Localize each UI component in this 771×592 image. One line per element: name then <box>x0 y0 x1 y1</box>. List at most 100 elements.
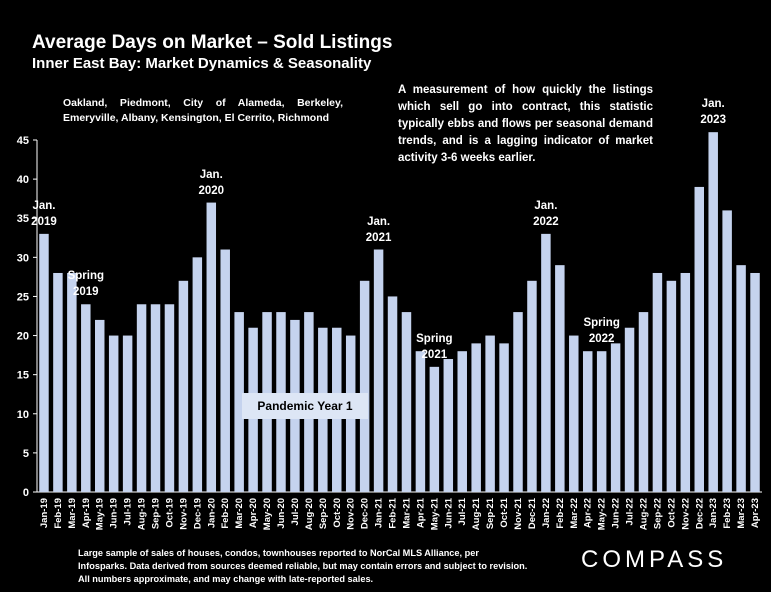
bar <box>471 343 481 492</box>
x-tick-label: Jan-22 <box>541 498 552 528</box>
x-tick-label: May-19 <box>95 498 106 530</box>
bar <box>443 359 454 492</box>
x-tick-label: Apr-22 <box>583 498 594 528</box>
x-tick-label: Dec-21 <box>527 497 538 529</box>
x-tick-label: Oct-20 <box>332 498 343 528</box>
bar <box>122 335 133 492</box>
bar <box>736 265 746 492</box>
x-tick-label: Apr-23 <box>750 498 761 528</box>
x-tick-label: May-20 <box>262 498 273 530</box>
description-note: A measurement of how quickly the listing… <box>398 84 653 164</box>
x-tick-label: Sep-19 <box>151 498 162 529</box>
y-tick-label: 5 <box>23 448 29 460</box>
x-tick-label: Sep-20 <box>318 498 329 529</box>
footnote: Large sample of sales of houses, condos,… <box>78 548 528 584</box>
bar <box>429 366 440 492</box>
x-tick-label: Sep-22 <box>652 498 663 529</box>
x-tick-label: Aug-22 <box>638 498 649 530</box>
x-tick-label: Jan-23 <box>708 498 719 528</box>
bar <box>624 327 635 492</box>
x-tick-label: Jun-20 <box>276 498 287 529</box>
bar <box>234 312 244 492</box>
x-tick-label: Apr-21 <box>415 497 426 528</box>
y-tick-label: 0 <box>23 487 29 499</box>
chart-title: Average Days on Market – Sold Listings <box>32 32 393 53</box>
event-annotation: Spring 2021 <box>416 332 453 361</box>
y-tick-label: 10 <box>17 409 29 421</box>
bar <box>220 249 230 492</box>
x-tick-label: Oct-22 <box>666 498 677 528</box>
x-tick-label: Mar-20 <box>234 498 245 529</box>
x-tick-label: Feb-19 <box>53 498 64 529</box>
bar <box>206 202 217 493</box>
bar <box>638 312 649 492</box>
x-tick-label: Dec-19 <box>192 498 203 529</box>
x-tick-label: Dec-22 <box>694 498 705 529</box>
x-tick-label: Dec-20 <box>360 498 371 529</box>
bar <box>67 272 77 492</box>
x-tick-label: May-21 <box>429 497 440 530</box>
bar <box>95 319 105 492</box>
bar <box>499 343 509 492</box>
bar <box>387 296 398 492</box>
event-annotation: Jan. 2021 <box>365 215 392 244</box>
event-annotation: Jan. 2019 <box>31 199 57 228</box>
event-annotation: Spring 2022 <box>583 317 620 346</box>
bar <box>457 351 467 492</box>
x-tick-label: Jan-20 <box>206 498 217 528</box>
bar <box>596 351 607 492</box>
bar <box>582 351 593 492</box>
x-tick-label: Jan-21 <box>374 497 385 528</box>
bar <box>53 272 63 492</box>
bar <box>415 351 426 492</box>
x-tick-label: Feb-20 <box>220 498 231 529</box>
bar <box>541 233 551 492</box>
region-note: Oakland, Piedmont, City of Alameda, Berk… <box>63 97 343 124</box>
x-tick-label: Mar-22 <box>569 498 580 529</box>
event-annotation: Jan. 2022 <box>533 199 559 228</box>
bar <box>136 304 147 492</box>
bar <box>150 304 161 492</box>
x-tick-label: Aug-19 <box>137 498 148 530</box>
x-tick-label: Mar-23 <box>736 498 747 529</box>
bar <box>373 249 384 492</box>
x-tick-label: Aug-21 <box>471 497 482 530</box>
bar <box>610 343 621 492</box>
event-annotation: Jan. 2020 <box>198 168 225 197</box>
x-tick-label: Nov-21 <box>513 497 524 529</box>
pandemic-callout: Pandemic Year 1 <box>242 393 368 419</box>
x-tick-label: Oct-19 <box>164 498 175 528</box>
y-tick-label: 35 <box>17 213 29 225</box>
x-tick-label: Jun-21 <box>443 497 454 528</box>
y-tick-label: 30 <box>17 252 29 264</box>
y-tick-label: 45 <box>17 135 29 147</box>
x-tick-label: Apr-20 <box>248 498 259 528</box>
bar <box>359 280 370 492</box>
x-tick-label: Jun-22 <box>611 498 622 529</box>
bar <box>555 265 565 492</box>
bar <box>750 272 760 492</box>
bar <box>680 272 691 492</box>
bar <box>722 210 732 492</box>
bar <box>569 335 579 492</box>
x-tick-label: Jul-22 <box>625 498 636 525</box>
event-annotation: Jan. 2023 <box>700 98 726 127</box>
x-tick-label: Nov-20 <box>346 498 357 530</box>
bar <box>108 335 119 492</box>
x-tick-label: Jun-19 <box>109 498 120 529</box>
bar <box>666 280 677 492</box>
bar <box>39 233 49 492</box>
event-annotation: Spring 2019 <box>67 270 105 299</box>
y-tick-label: 40 <box>17 174 29 186</box>
x-tick-label: Jul-20 <box>290 498 301 525</box>
y-tick-label: 20 <box>17 331 29 343</box>
chart-subtitle: Inner East Bay: Market Dynamics & Season… <box>32 55 372 72</box>
x-tick-label: Feb-22 <box>555 498 566 529</box>
x-tick-label: Feb-21 <box>388 497 399 528</box>
x-tick-label: Apr-19 <box>81 498 92 528</box>
x-tick-label: Jul-19 <box>123 498 134 525</box>
bar <box>81 304 91 492</box>
x-tick-label: May-22 <box>597 498 608 530</box>
